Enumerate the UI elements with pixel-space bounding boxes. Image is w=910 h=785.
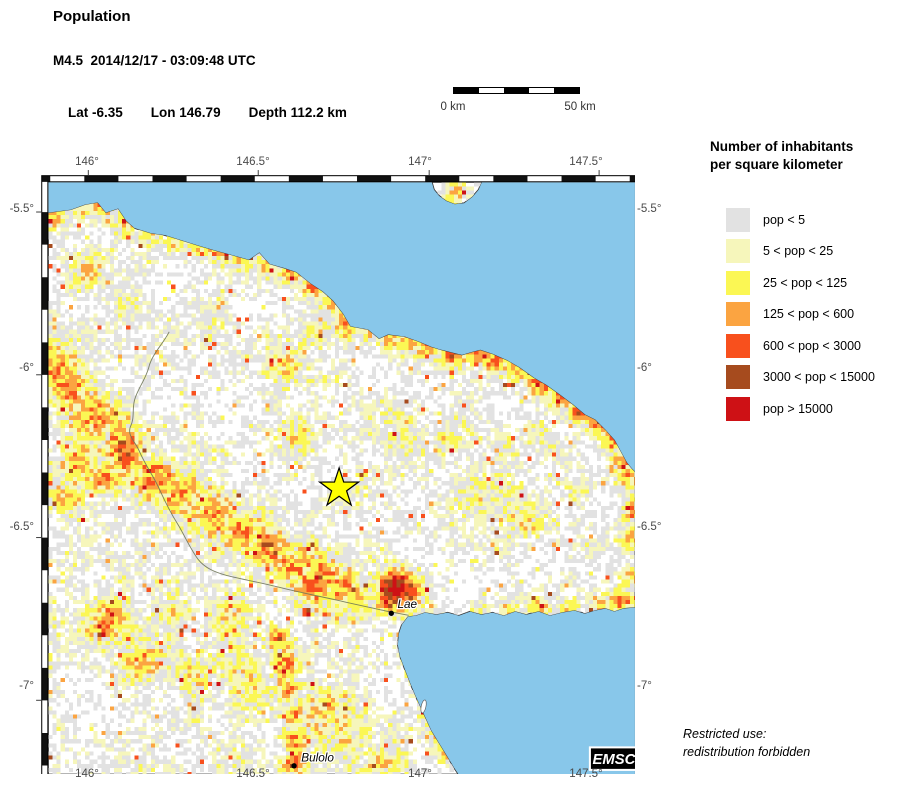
axis-tick-label: 146° <box>75 768 99 780</box>
axis-tick-label: 146° <box>75 156 99 168</box>
legend-swatch <box>726 333 750 358</box>
event-lon: Lon 146.79 <box>150 105 221 120</box>
city-dot-bulolo <box>291 763 297 769</box>
map-frame <box>36 170 635 774</box>
axis-tick-label: 147.5° <box>569 156 603 168</box>
legend-item: 5 < pop < 25 <box>710 236 910 268</box>
axis-tick-label: 147.5° <box>569 768 603 780</box>
axis-tick-label: -6° <box>19 362 34 374</box>
legend-title-line1: Number of inhabitants <box>710 139 854 154</box>
legend-label: 25 < pop < 125 <box>763 275 848 290</box>
scale-bar-zero-label: 0 km <box>440 101 466 113</box>
legend-item: pop < 5 <box>710 204 910 236</box>
gulf-island <box>420 699 427 714</box>
map-overlays: Lae Bulolo EMSC <box>291 465 635 771</box>
legend-label: 3000 < pop < 15000 <box>763 370 875 385</box>
legend-swatch <box>726 365 750 390</box>
event-depth: Depth 112.2 km <box>248 105 347 120</box>
city-dot-lae <box>388 610 394 616</box>
emsc-logo-text: EMSC <box>593 752 635 768</box>
river-line <box>129 331 409 616</box>
scale-bar-max-label: 50 km <box>564 101 596 113</box>
axis-tick-label: -6.5° <box>637 521 662 533</box>
legend-item: 3000 < pop < 15000 <box>710 362 910 394</box>
legend-item: 125 < pop < 600 <box>710 299 910 331</box>
event-lat: Lat -6.35 <box>68 105 123 120</box>
map: Lae Bulolo EMSC 146° 146.5° 147° 147.5° 146° 1… <box>10 156 662 780</box>
legend-swatch <box>726 302 750 327</box>
axis-tick-label: -6.5° <box>9 521 34 533</box>
city-label-bulolo: Bulolo <box>301 752 334 765</box>
axis-tick-label: 146.5° <box>236 156 270 168</box>
epicenter-star <box>317 465 361 507</box>
axis-tick-label: -6° <box>637 362 652 374</box>
scale-bar-segment <box>504 88 529 93</box>
event-magnitude-datetime: M4.5 2014/12/17 - 03:09:48 UTC <box>53 53 256 68</box>
axis-tick-label: -5.5° <box>9 203 34 215</box>
scale-bar-segment <box>554 88 579 93</box>
legend-label: pop > 15000 <box>763 401 833 416</box>
page-title: Population <box>53 8 131 25</box>
axis-tick-label: -7° <box>19 680 34 692</box>
legend-item: 25 < pop < 125 <box>710 267 910 299</box>
legend-label: pop < 5 <box>763 212 806 227</box>
event-coordinates: Lat -6.35 Lon 146.79 Depth 112.2 km <box>53 90 375 135</box>
legend-title-line2: per square kilometer <box>710 157 843 172</box>
restriction-line2: redistribution forbidden <box>683 745 811 759</box>
restriction-line1: Restricted use: <box>683 727 767 741</box>
legend: Number of inhabitants per square kilomet… <box>710 138 910 425</box>
legend-swatch <box>726 207 750 232</box>
restriction-notice: Restricted use: redistribution forbidden <box>683 725 810 761</box>
axis-tick-label: 146.5° <box>236 768 270 780</box>
legend-swatch <box>726 396 750 421</box>
scale-bar-segment <box>454 88 479 93</box>
legend-rows: pop < 5 5 < pop < 25 25 < pop < 125 125 < p… <box>710 204 910 425</box>
scale-bar-segment <box>529 88 554 93</box>
emsc-badge <box>588 746 635 771</box>
map-scale-bar <box>453 87 580 94</box>
legend-label: 600 < pop < 3000 <box>763 338 862 353</box>
legend-swatch <box>726 239 750 264</box>
axis-tick-label: 147° <box>408 768 432 780</box>
legend-label: 125 < pop < 600 <box>763 307 855 322</box>
scale-bar-segment <box>479 88 504 93</box>
axis-tick-label: -5.5° <box>637 203 662 215</box>
axis-tick-label: 147° <box>408 156 432 168</box>
legend-label: 5 < pop < 25 <box>763 244 834 259</box>
legend-item: pop > 15000 <box>710 393 910 425</box>
legend-swatch <box>726 270 750 295</box>
axis-tick-label: -7° <box>637 680 652 692</box>
population-map: Lae Bulolo EMSC <box>36 170 635 774</box>
city-label-lae: Lae <box>397 598 417 611</box>
legend-item: 600 < pop < 3000 <box>710 330 910 362</box>
